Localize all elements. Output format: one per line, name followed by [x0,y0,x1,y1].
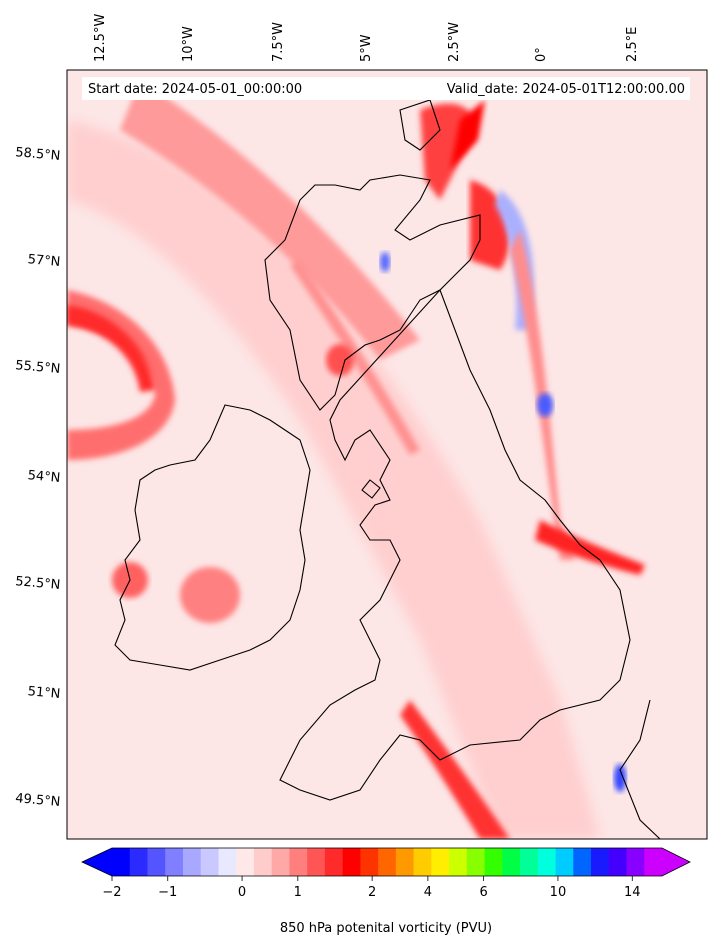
colorbar-segment [608,848,628,876]
colorbar-segment [466,848,486,876]
colorbar: −2 −1 0 1 2 4 6 10 14 850 hPa potenital vorticit… [81,847,691,936]
header-box [82,77,690,100]
colorbar-segment [378,848,397,876]
colorbar-segment [182,848,202,876]
colorbar-segment [324,848,344,876]
colorbar-segment [431,848,450,876]
colorbar-tick-label: 4 [424,885,432,900]
lon-label: 0° [534,47,549,62]
pv-band [67,290,175,460]
pv-feature [614,764,626,792]
colorbar-segment [626,848,645,876]
colorbar-segment [555,848,574,876]
lon-label: 12.5°W [93,14,108,62]
colorbar-segment [112,848,131,876]
colorbar-segment [360,848,379,876]
colorbar-segment [147,848,166,876]
lat-label: 51°N [27,684,61,702]
pv-feature [326,344,354,376]
pv-feature [180,567,240,623]
colorbar-segment [253,848,273,876]
colorbar-tick-label: 14 [624,885,641,900]
colorbar-segments [112,848,663,876]
lon-label: 10°W [181,26,196,62]
pv-band [67,120,600,839]
colorbar-segment [307,848,326,876]
lon-label: 2.5°E [625,27,640,62]
pv-feature [380,252,390,272]
colorbar-tick-label: 0 [238,885,246,900]
lat-label: 58.5°N [15,145,61,164]
ireland-coast [114,404,311,671]
colorbar-min-arrow [82,848,112,876]
colorbar-segment [644,848,663,876]
valid-date-label: Valid_date: 2024-05-01T12:00:00.00 [447,82,685,97]
colorbar-tick-label: 1 [294,885,302,900]
colorbar-segment [218,848,237,876]
start-date-label: Start date: 2024-05-01_00:00:00 [88,82,302,97]
colorbar-segment [520,848,539,876]
map-frame [66,69,708,840]
colorbar-segment [395,848,415,876]
colorbar-segment [502,848,521,876]
pv-band [400,700,510,839]
coastlines [114,99,661,839]
pv-band [450,100,485,170]
colorbar-segment [537,848,557,876]
pv-band [120,80,420,360]
colorbar-segment [413,848,432,876]
colorbar-segment [129,848,148,876]
pv-band [290,260,420,455]
colorbar-segment [484,848,503,876]
lon-label: 5°W [359,34,374,62]
longitude-labels: 12.5°W 10°W 7.5°W 5°W 2.5°W 0° 2.5°E [93,14,640,62]
colorbar-segment [591,848,610,876]
colorbar-segment [573,848,592,876]
lat-label: 54°N [27,468,61,486]
map-panel: Start date: 2024-05-01_00:00:00 Valid_da… [66,69,708,840]
colorbar-tick-label: 2 [368,885,376,900]
orkney-coast [399,99,441,151]
colorbar-ticks: −2 −1 0 1 2 4 6 10 14 [102,876,641,900]
colorbar-label: 850 hPa potenital vorticity (PVU) [280,921,492,936]
pv-band [535,520,645,575]
continent-coast [619,699,661,839]
colorbar-tick-label: −1 [158,885,177,900]
colorbar-segment [236,848,255,876]
colorbar-outline [81,847,691,877]
pv-field [67,80,661,839]
pv-feature [537,393,553,417]
pv-band [67,305,155,392]
colorbar-segment [200,848,219,876]
colorbar-tick-label: 10 [550,885,567,900]
colorbar-segment [449,848,468,876]
lon-label: 7.5°W [271,22,286,62]
latitude-labels: 58.5°N 57°N 55.5°N 54°N 52.5°N 51°N 49.5… [15,145,61,810]
colorbar-segment [271,848,290,876]
lat-label: 55.5°N [15,358,61,377]
colorbar-segment [289,848,308,876]
lat-label: 49.5°N [15,791,61,810]
colorbar-max-arrow [662,848,690,876]
isle-of-man-coast [361,479,381,499]
colorbar-segment [342,848,361,876]
colorbar-segment [165,848,184,876]
lat-label: 52.5°N [15,574,61,593]
colorbar-tick-label: −2 [102,885,121,900]
colorbar-tick-label: 6 [479,885,487,900]
lon-label: 2.5°W [447,22,462,62]
lat-label: 57°N [27,252,61,270]
england-wales-coast [279,288,631,801]
